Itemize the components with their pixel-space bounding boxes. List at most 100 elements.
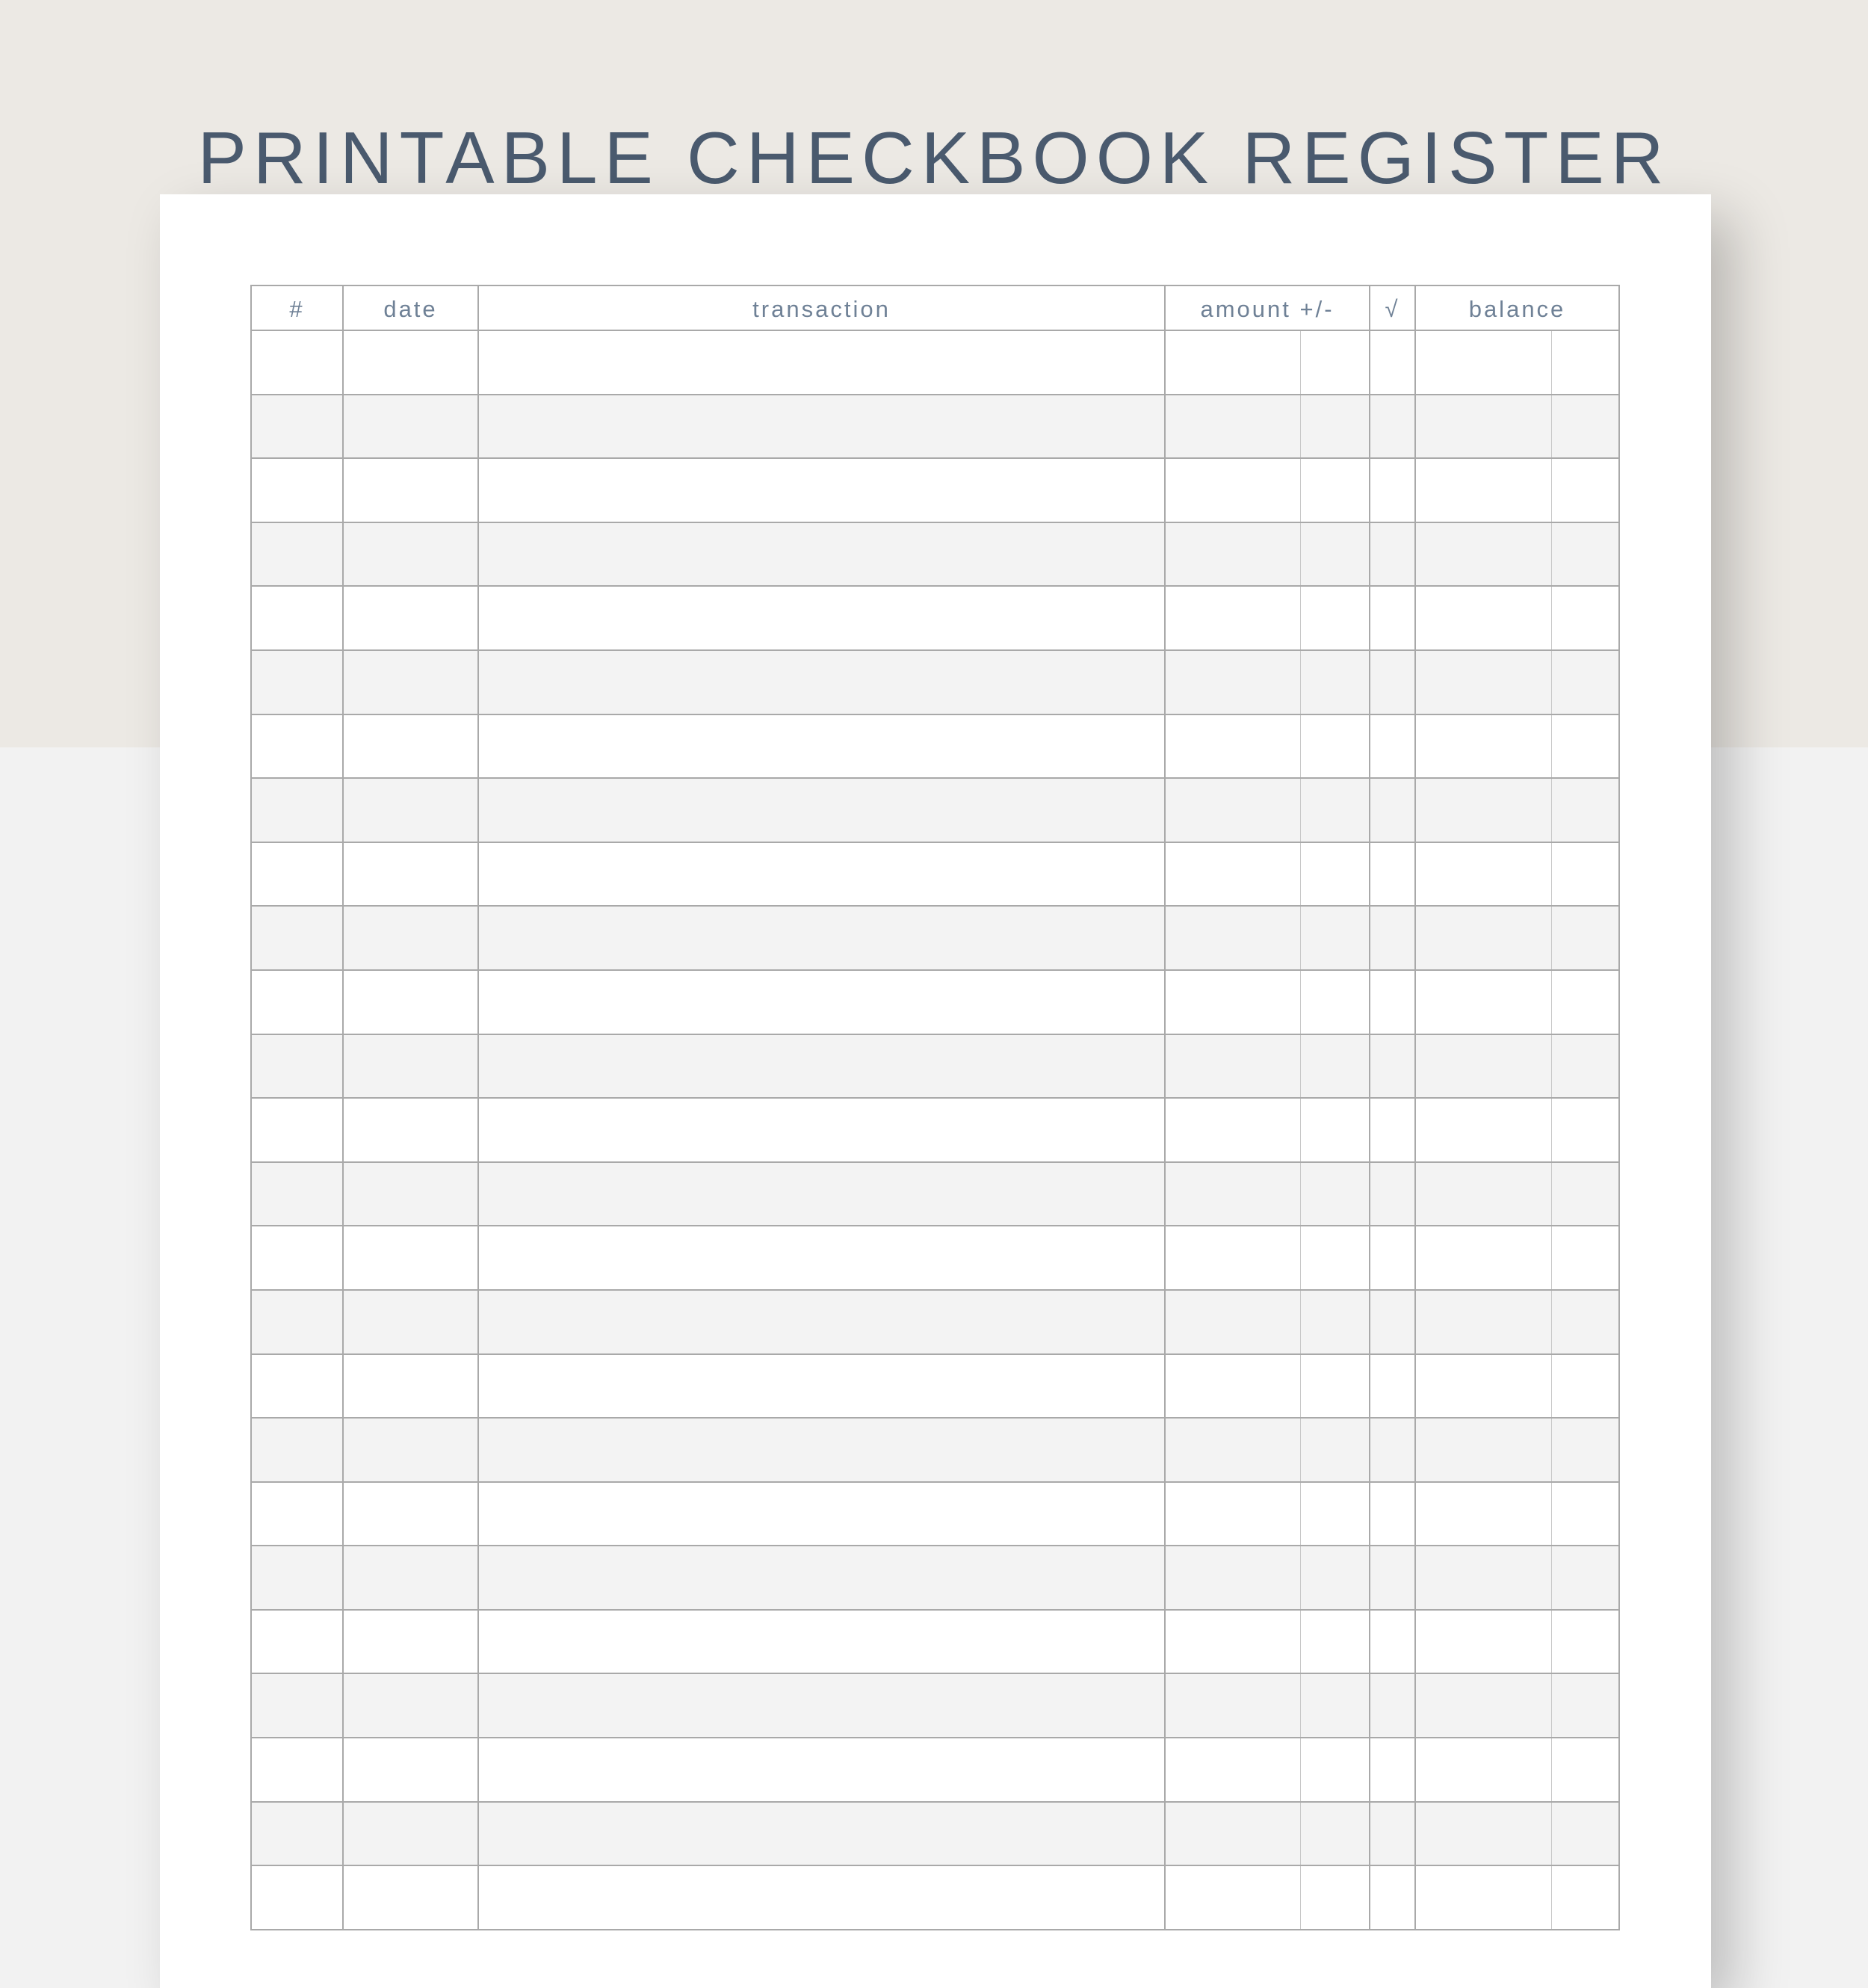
header-number: # xyxy=(252,286,344,330)
column-divider xyxy=(1551,1354,1552,1418)
column-divider xyxy=(477,1162,479,1226)
column-divider xyxy=(477,714,479,778)
column-divider xyxy=(1164,1162,1166,1226)
column-divider xyxy=(342,1162,344,1226)
column-divider xyxy=(1551,1226,1552,1289)
column-divider xyxy=(342,1674,344,1738)
register-row[interactable] xyxy=(250,522,1620,587)
column-divider xyxy=(1164,1419,1166,1481)
column-divider xyxy=(1369,1162,1370,1226)
column-divider xyxy=(477,1866,479,1929)
column-divider xyxy=(1300,970,1301,1034)
column-divider xyxy=(477,1290,479,1353)
column-divider xyxy=(1300,522,1301,586)
column-divider xyxy=(1300,1099,1301,1161)
column-divider xyxy=(1300,650,1301,714)
register-row[interactable] xyxy=(250,650,1620,715)
column-divider xyxy=(1164,1674,1166,1738)
column-divider xyxy=(342,1866,344,1929)
register-row[interactable] xyxy=(250,1419,1620,1483)
column-divider xyxy=(1300,331,1301,394)
column-divider xyxy=(1164,1099,1166,1161)
column-divider xyxy=(1369,459,1370,522)
column-divider xyxy=(1551,1034,1552,1098)
register-row[interactable] xyxy=(250,1162,1620,1227)
register-row[interactable] xyxy=(250,714,1620,780)
column-divider xyxy=(1551,395,1552,458)
register-row[interactable] xyxy=(250,1802,1620,1867)
register-row[interactable] xyxy=(250,395,1620,460)
column-divider xyxy=(477,1738,479,1801)
column-divider xyxy=(1164,1482,1166,1546)
column-divider xyxy=(1414,1354,1416,1418)
column-divider xyxy=(342,907,344,969)
column-divider xyxy=(342,650,344,714)
column-divider xyxy=(1369,587,1370,649)
column-divider xyxy=(1164,1226,1166,1289)
register-row[interactable] xyxy=(250,907,1620,971)
column-divider xyxy=(1369,1419,1370,1481)
column-divider xyxy=(477,331,479,394)
column-divider xyxy=(1300,1290,1301,1353)
column-divider xyxy=(477,907,479,969)
column-divider xyxy=(342,395,344,458)
column-divider xyxy=(477,459,479,522)
column-divider xyxy=(1414,1034,1416,1098)
column-divider xyxy=(477,587,479,649)
column-divider xyxy=(342,1226,344,1289)
column-divider xyxy=(1414,1802,1416,1865)
column-divider xyxy=(477,1546,479,1609)
column-divider xyxy=(1164,1034,1166,1098)
column-divider xyxy=(1369,331,1370,394)
column-divider xyxy=(477,395,479,458)
register-row[interactable] xyxy=(250,1034,1620,1099)
column-divider xyxy=(1300,1419,1301,1481)
register-row[interactable] xyxy=(250,587,1620,651)
register-row[interactable] xyxy=(250,1226,1620,1291)
column-divider xyxy=(1300,1674,1301,1738)
column-divider xyxy=(1164,587,1166,649)
column-divider xyxy=(1369,779,1370,842)
register-row[interactable] xyxy=(250,331,1620,395)
register-row[interactable] xyxy=(250,1354,1620,1419)
register-row[interactable] xyxy=(250,779,1620,843)
column-divider xyxy=(1369,1610,1370,1673)
column-divider xyxy=(1164,714,1166,778)
register-row[interactable] xyxy=(250,1738,1620,1803)
register-row[interactable] xyxy=(250,1674,1620,1739)
column-divider xyxy=(1164,459,1166,522)
column-divider xyxy=(1414,842,1416,906)
column-divider xyxy=(342,587,344,649)
column-divider xyxy=(1414,1738,1416,1801)
register-row[interactable] xyxy=(250,1482,1620,1547)
column-divider xyxy=(477,1419,479,1481)
register-row[interactable] xyxy=(250,1866,1620,1930)
column-divider xyxy=(1551,522,1552,586)
column-divider xyxy=(1300,779,1301,842)
column-divider xyxy=(1369,1290,1370,1353)
column-divider xyxy=(1551,459,1552,522)
column-divider xyxy=(342,842,344,906)
register-row[interactable] xyxy=(250,459,1620,523)
column-divider xyxy=(1164,907,1166,969)
register-row[interactable] xyxy=(250,1290,1620,1355)
column-divider xyxy=(342,1354,344,1418)
column-divider xyxy=(1551,714,1552,778)
column-divider xyxy=(1369,522,1370,586)
column-divider xyxy=(477,1802,479,1865)
column-divider xyxy=(1300,459,1301,522)
register-row[interactable] xyxy=(250,1610,1620,1675)
column-divider xyxy=(1300,1866,1301,1929)
register-row[interactable] xyxy=(250,842,1620,907)
register-row[interactable] xyxy=(250,1099,1620,1163)
column-divider xyxy=(1414,459,1416,522)
column-divider xyxy=(1369,1354,1370,1418)
column-divider xyxy=(1414,1162,1416,1226)
column-divider xyxy=(1164,1738,1166,1801)
register-row[interactable] xyxy=(250,1546,1620,1611)
column-divider xyxy=(1551,779,1552,842)
register-row[interactable] xyxy=(250,970,1620,1035)
page-title: PRINTABLE CHECKBOOK REGISTER xyxy=(197,116,1671,199)
column-divider xyxy=(1369,1674,1370,1738)
column-divider xyxy=(477,842,479,906)
